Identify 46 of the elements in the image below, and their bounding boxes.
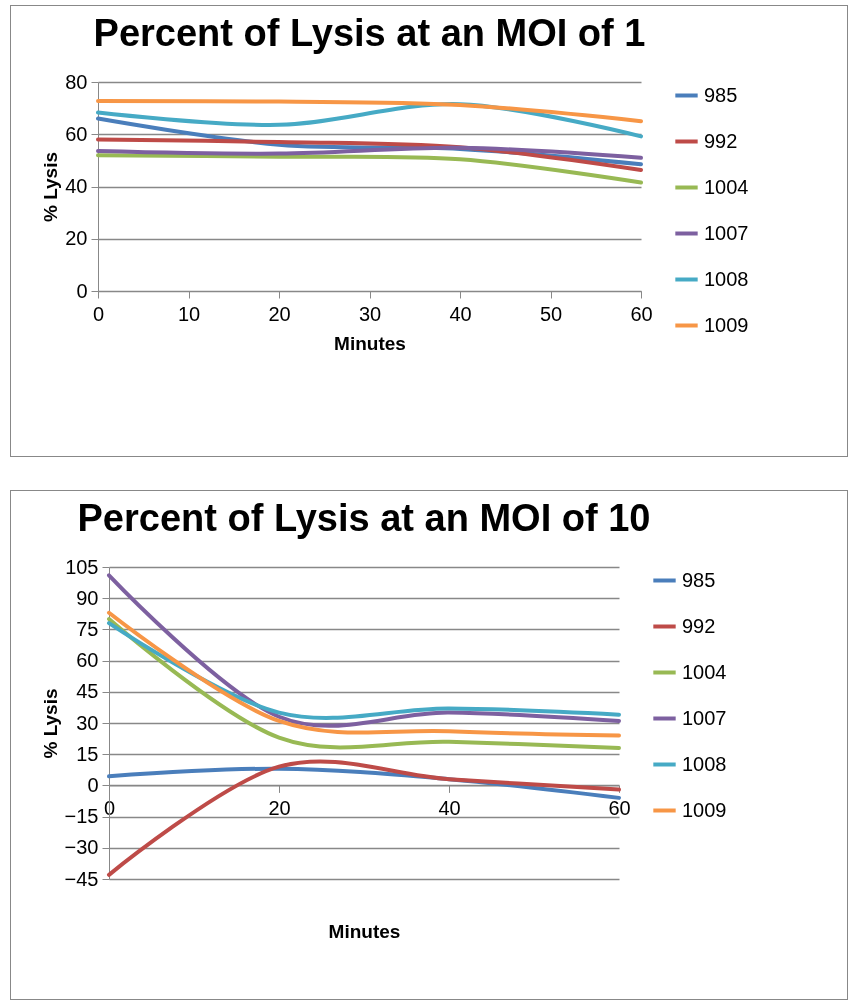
x-tick-label: 30 (358, 302, 382, 325)
legend-label: 992 (682, 614, 716, 637)
legend-label: 1007 (704, 221, 749, 244)
legend-label: 985 (682, 568, 716, 591)
legend-label: 1004 (682, 660, 727, 683)
legend-label: 1008 (704, 267, 749, 290)
x-tick-label: 40 (438, 796, 461, 819)
y-tick-label: 60 (76, 649, 99, 672)
chart-title: Percent of Lysis at an MOI of 1 (93, 12, 646, 54)
y-tick-label: 30 (76, 711, 99, 734)
legend-label: 1009 (682, 798, 727, 821)
y-tick-label: −30 (64, 836, 99, 859)
y-tick-label: 45 (76, 680, 99, 703)
y-tick-label: 40 (65, 175, 88, 197)
x-tick-label: 60 (608, 796, 631, 819)
line-series (96, 99, 643, 124)
y-tick-label: 15 (76, 742, 99, 765)
y-axis-title: % Lysis (40, 151, 62, 223)
line-series (96, 153, 643, 185)
y-tick-label: 105 (65, 555, 99, 578)
y-tick-label: 80 (65, 70, 88, 93)
x-axis-title: Minutes (334, 332, 406, 354)
y-tick-label: −15 (64, 805, 99, 828)
legend-label: 992 (704, 129, 738, 152)
y-axis-title: % Lysis (39, 688, 61, 759)
x-tick-label: 20 (268, 796, 291, 819)
y-tick-label: −45 (64, 867, 99, 890)
y-tick-label: 0 (76, 279, 88, 302)
legend-label: 1009 (704, 313, 749, 336)
legend-label: 985 (704, 83, 738, 106)
y-tick-label: 75 (76, 617, 99, 640)
x-tick-label: 50 (539, 302, 563, 325)
y-tick-label: 90 (76, 586, 99, 609)
x-tick-label: 60 (630, 302, 653, 325)
y-tick-label: 20 (65, 227, 88, 250)
legend-label: 1008 (682, 752, 727, 775)
x-tick-label: 20 (268, 302, 291, 325)
chart-title: Percent of Lysis at an MOI of 10 (77, 497, 651, 539)
line-series (96, 145, 643, 160)
y-tick-label: 0 (87, 773, 99, 796)
x-tick-label: 40 (449, 302, 472, 325)
x-axis-title: Minutes (328, 920, 401, 942)
legend-label: 1004 (704, 175, 749, 198)
legend-label: 1007 (682, 706, 727, 729)
x-tick-label: 10 (177, 302, 201, 325)
y-tick-label: 60 (65, 122, 88, 145)
